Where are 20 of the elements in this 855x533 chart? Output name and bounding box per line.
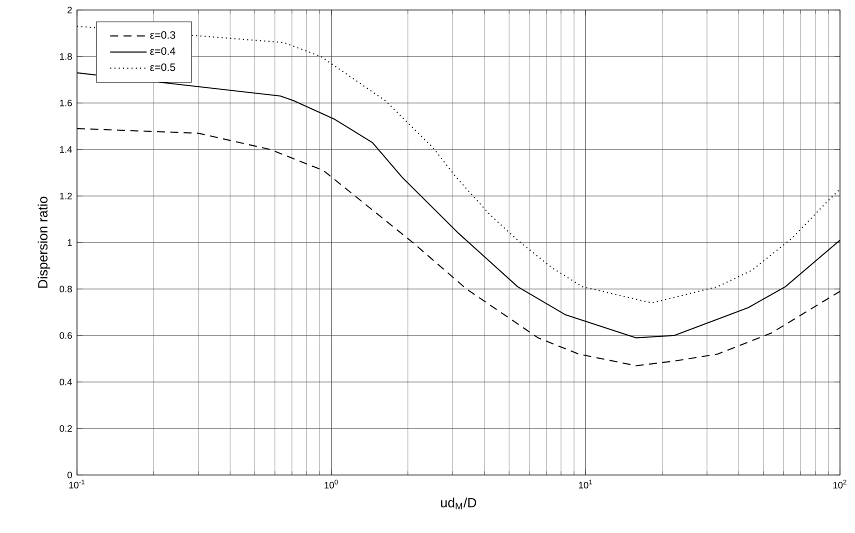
y-tick-label: 1.2 (60, 192, 72, 200)
y-axis-title: Dispersion ratio (38, 196, 50, 288)
legend-label: ε=0.4 (150, 47, 176, 55)
y-tick-label: 2 (68, 6, 72, 14)
x-tick-label: 10$^{1}$ (579, 480, 592, 488)
y-tick-label: 1.6 (60, 100, 72, 106)
legend-label: ε=0.5 (150, 63, 176, 72)
y-tick-label: 0.4 (60, 378, 72, 386)
x-tick-label: 10$^{-1}$ (69, 480, 85, 488)
y-tick-label: 1.4 (60, 146, 72, 153)
x-tick-label: 10$^{2}$ (833, 480, 846, 488)
y-tick-label: 0.6 (60, 332, 72, 339)
x-axis-title: ud$_{M}$/D (441, 498, 476, 510)
y-tick-label: 0.2 (60, 425, 72, 432)
y-tick-label: 1 (68, 239, 72, 246)
y-tick-label: 0.8 (60, 286, 72, 292)
y-tick-label: 0 (67, 472, 72, 478)
y-tick-label: 1.8 (60, 53, 72, 60)
legend-label: ε=0.3 (150, 31, 176, 39)
x-tick-label: 10$^{0}$ (324, 480, 338, 488)
